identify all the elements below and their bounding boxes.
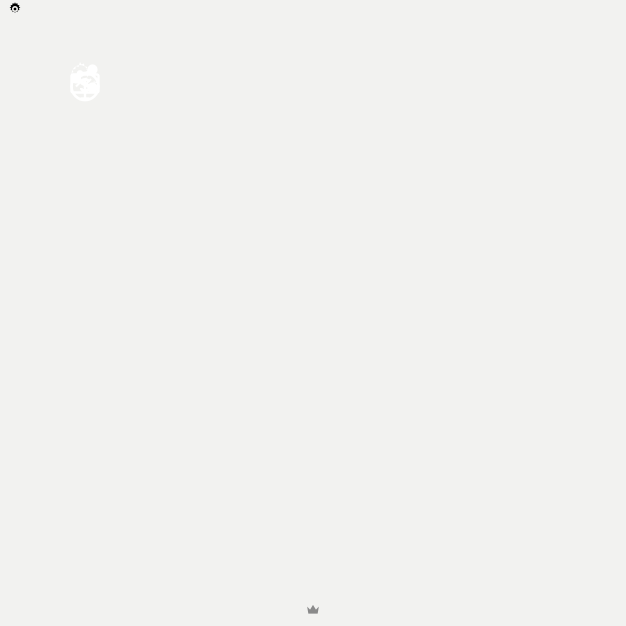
header-chart-icon — [562, 29, 566, 57]
crown-icon — [306, 603, 320, 618]
dollar-icon — [6, 0, 24, 18]
dollar-icon — [67, 69, 103, 105]
footer-credit — [0, 603, 626, 618]
callout-dollars-value — [0, 0, 24, 18]
